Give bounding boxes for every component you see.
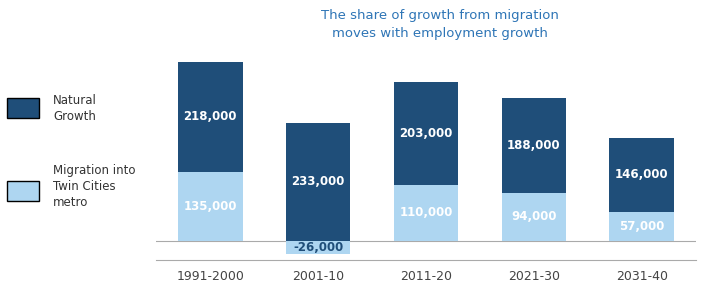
Bar: [285, 123, 351, 241]
Text: 203,000: 203,000: [399, 127, 453, 140]
Bar: [178, 172, 243, 241]
Bar: [393, 82, 459, 185]
Text: The share of growth from migration
moves with employment growth: The share of growth from migration moves…: [321, 9, 559, 40]
Text: 110,000: 110,000: [399, 206, 453, 219]
Text: Migration into
Twin Cities
metro: Migration into Twin Cities metro: [53, 164, 136, 209]
Bar: [285, 241, 351, 254]
Text: 146,000: 146,000: [615, 168, 669, 181]
Bar: [501, 98, 567, 193]
Text: 218,000: 218,000: [183, 110, 237, 123]
Bar: [609, 138, 674, 212]
Bar: [501, 193, 567, 241]
Text: 233,000: 233,000: [291, 175, 345, 188]
Text: 135,000: 135,000: [183, 200, 237, 213]
Text: 94,000: 94,000: [511, 210, 557, 223]
Bar: [609, 212, 674, 241]
Text: -26,000: -26,000: [293, 241, 343, 254]
Bar: [178, 62, 243, 172]
Bar: [393, 185, 459, 241]
Text: 188,000: 188,000: [507, 139, 561, 152]
Text: Natural
Growth: Natural Growth: [53, 94, 97, 123]
Text: 57,000: 57,000: [619, 220, 665, 233]
